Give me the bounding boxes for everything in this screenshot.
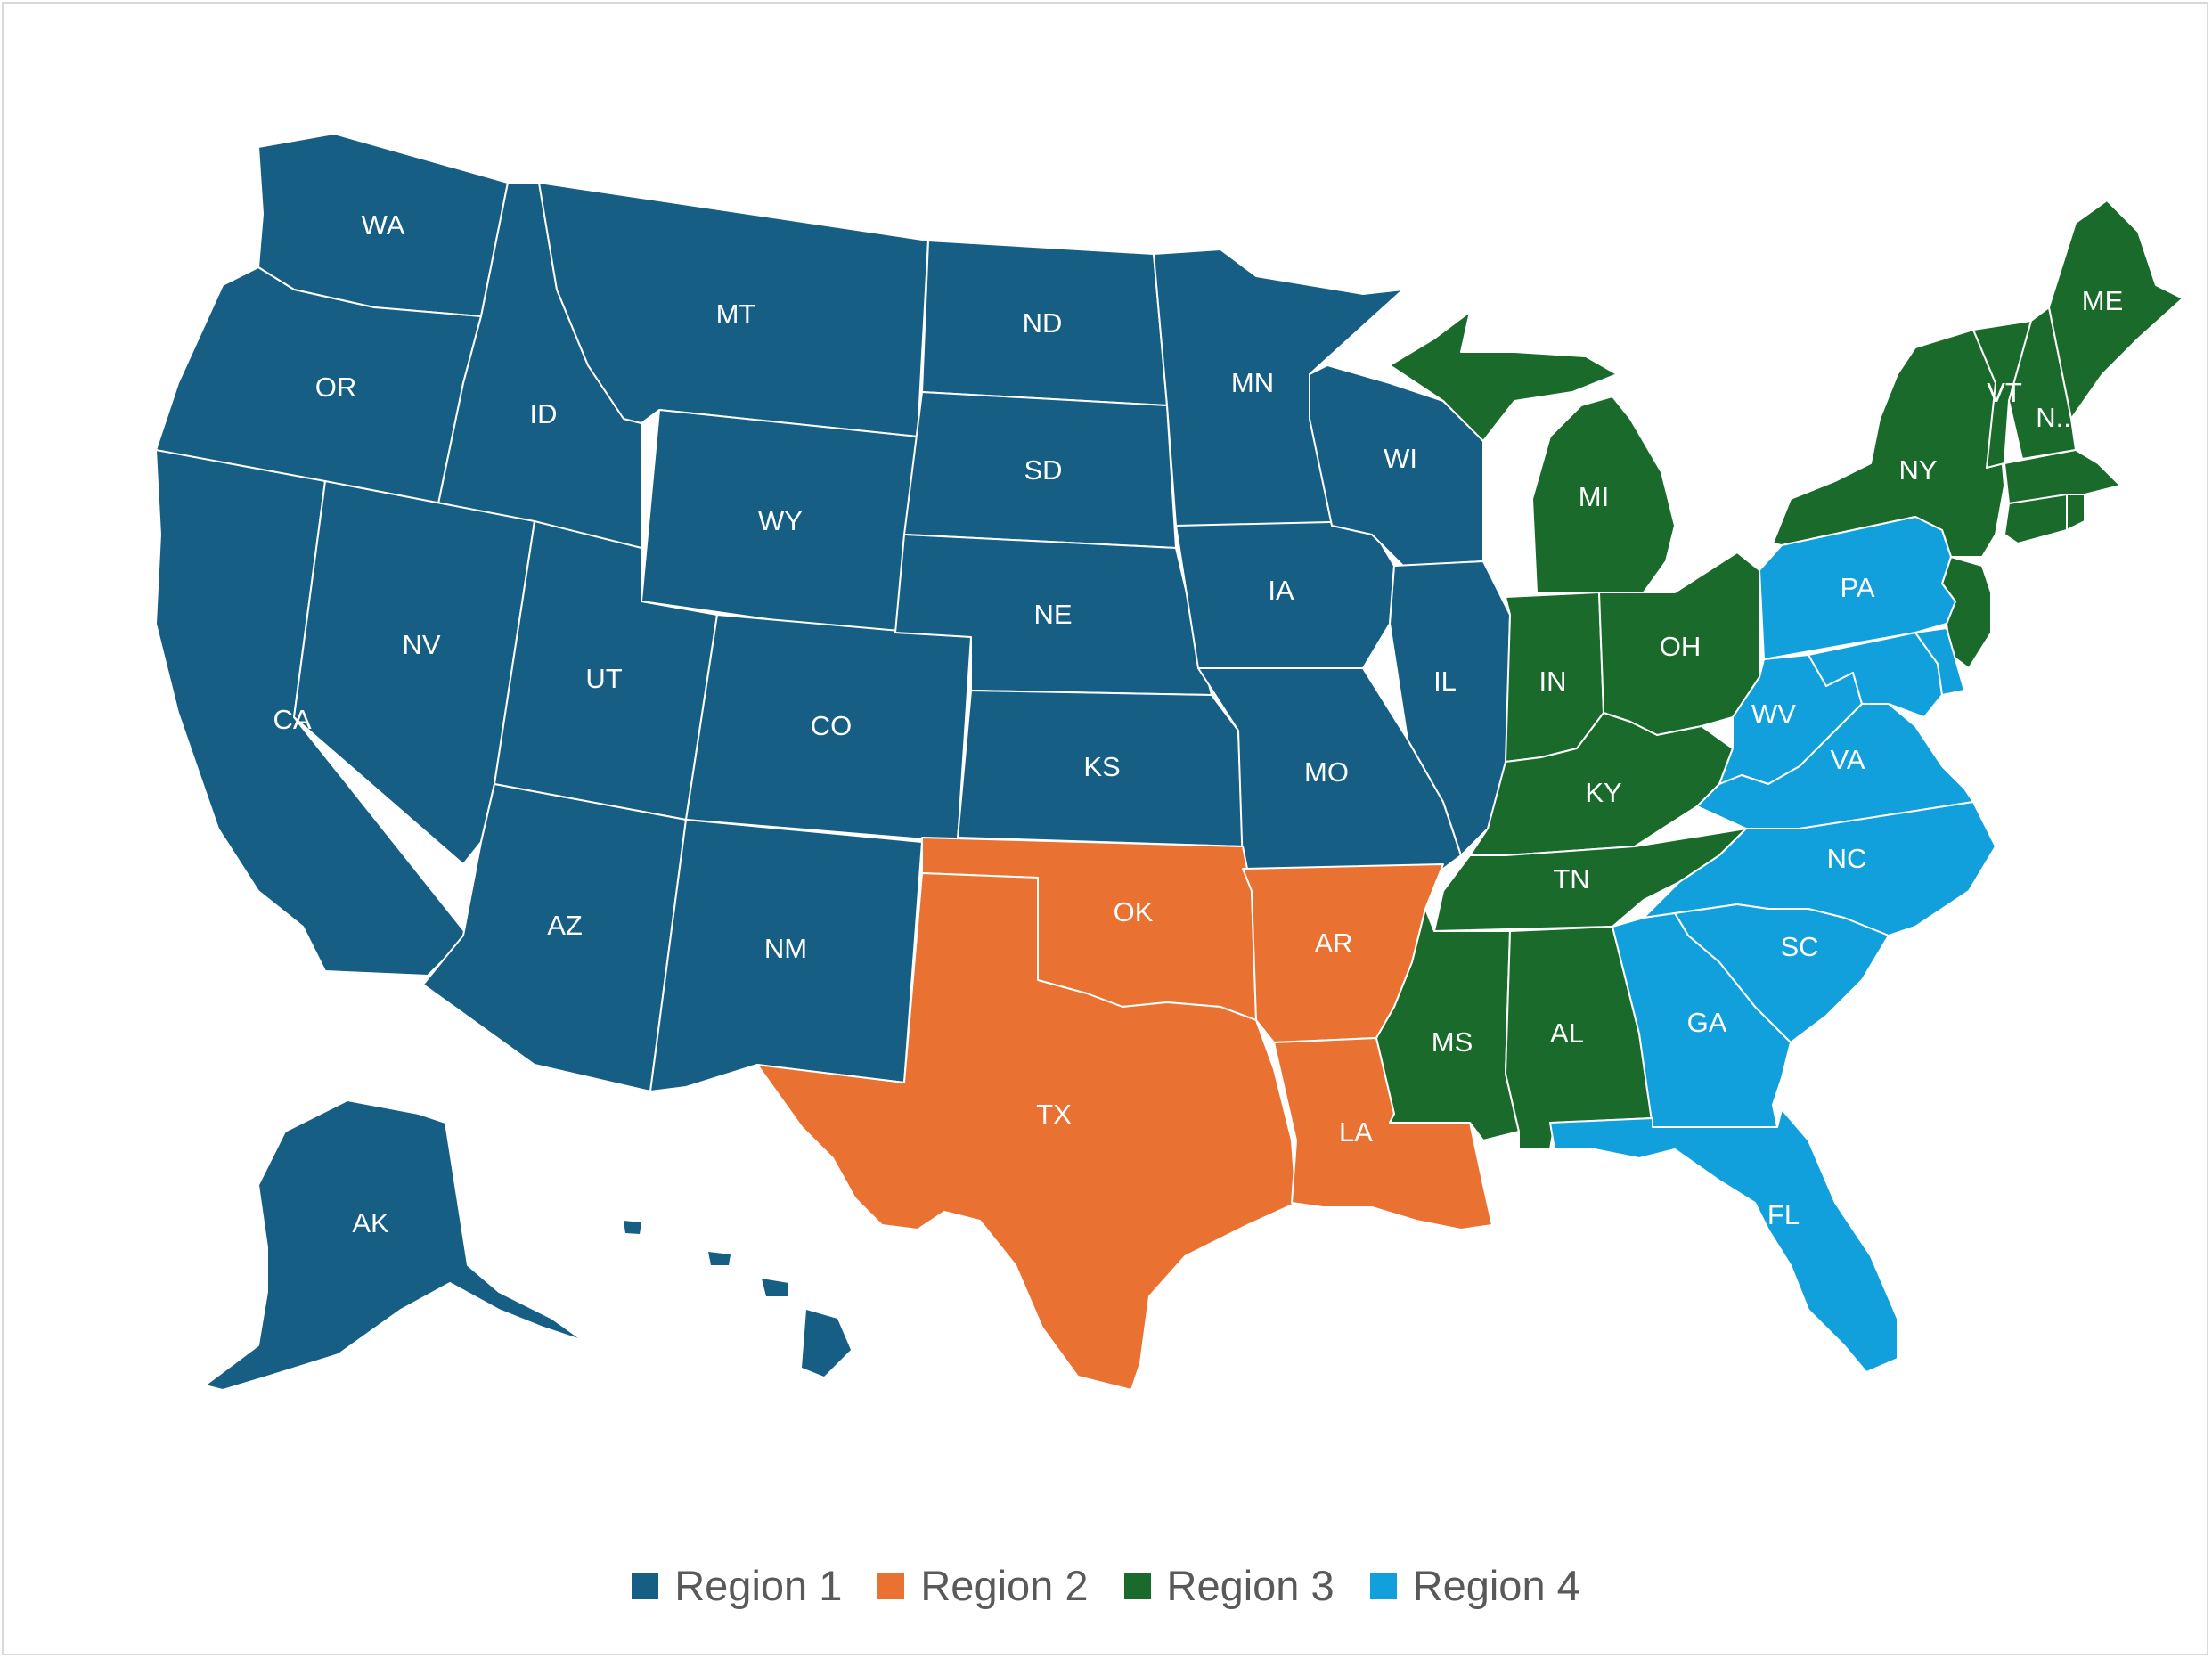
legend-item-region-4[interactable]: Region 4 [1369,1561,1580,1610]
state-hi-big-island[interactable] [802,1310,851,1377]
label-mn: MN [1231,367,1274,398]
label-wy: WY [758,505,803,536]
label-nc: NC [1827,843,1867,874]
label-mt: MT [716,298,756,330]
label-sc: SC [1780,931,1818,962]
state-labels: WA OR CA ID NV MT WY UT AZ CO NM ND SD N… [273,209,2123,1238]
label-vt: VT [1987,377,2022,408]
label-ky: KY [1585,777,1621,808]
region-4-states [1549,516,1996,1373]
label-wa: WA [362,209,405,241]
label-ut: UT [585,663,622,694]
state-hi-oahu[interactable] [708,1252,731,1265]
legend-label-region-3: Region 3 [1166,1562,1335,1609]
legend-swatch-region-2 [877,1572,905,1599]
state-hi-kauai[interactable] [624,1221,641,1234]
region-1-states [155,133,1511,1391]
label-il: IL [1433,666,1457,697]
state-hi-maui[interactable] [762,1279,788,1296]
state-ga[interactable] [1612,912,1792,1128]
label-ca: CA [273,704,311,735]
label-ms: MS [1432,1026,1473,1058]
label-nm: NM [764,933,807,964]
label-ak: AK [352,1207,389,1238]
label-ga: GA [1687,1007,1727,1038]
label-tx: TX [1036,1099,1072,1130]
label-ia: IA [1268,575,1294,606]
label-fl: FL [1767,1199,1800,1230]
region-3-states [1375,200,2183,1150]
state-de[interactable] [1914,627,1965,696]
label-tn: TN [1553,863,1589,895]
state-ak[interactable] [204,1099,584,1391]
state-mi[interactable] [1531,396,1676,593]
region-2-states [756,837,1493,1391]
state-me[interactable] [2048,200,2183,420]
label-nv: NV [402,629,440,660]
label-co: CO [811,710,853,741]
label-la: LA [1339,1116,1373,1148]
label-nh: N.. [2036,402,2071,433]
state-fl[interactable] [1549,1108,1898,1373]
legend-swatch-region-4 [1369,1572,1397,1599]
state-tx[interactable] [756,872,1297,1391]
label-pa: PA [1840,572,1874,603]
state-pa[interactable] [1759,516,1956,660]
label-nd: ND [1023,307,1063,339]
label-id: ID [530,398,558,429]
legend-label-region-2: Region 2 [920,1562,1089,1609]
label-wi: WI [1384,443,1417,474]
label-ok: OK [1114,896,1154,928]
label-va: VA [1830,744,1865,775]
label-ne: NE [1033,599,1072,630]
legend-swatch-region-1 [632,1572,659,1599]
label-me: ME [2082,285,2124,316]
label-ny: NY [1898,454,1937,486]
state-ri[interactable] [2066,494,2085,531]
legend-swatch-region-3 [1123,1572,1151,1599]
state-mi-upper[interactable] [1389,311,1618,442]
legend-label-region-4: Region 4 [1412,1562,1580,1609]
label-ar: AR [1314,928,1352,959]
label-az: AZ [547,910,583,941]
label-in: IN [1539,666,1567,697]
state-ct[interactable] [2004,494,2068,544]
legend-item-region-1[interactable]: Region 1 [632,1561,842,1610]
state-il[interactable] [1389,560,1511,856]
label-sd: SD [1024,454,1062,486]
legend-label-region-1: Region 1 [674,1562,843,1609]
legend-item-region-2[interactable]: Region 2 [877,1561,1089,1610]
label-al: AL [1550,1017,1584,1049]
label-ks: KS [1083,751,1120,782]
label-mo: MO [1304,756,1349,788]
label-or: OR [315,372,357,403]
label-oh: OH [1660,631,1702,662]
map-legend: Region 1 Region 2 Region 3 Region 4 [0,1561,2212,1610]
label-wv: WV [1751,699,1796,730]
legend-item-region-3[interactable]: Region 3 [1123,1561,1335,1610]
label-mi: MI [1579,481,1609,512]
